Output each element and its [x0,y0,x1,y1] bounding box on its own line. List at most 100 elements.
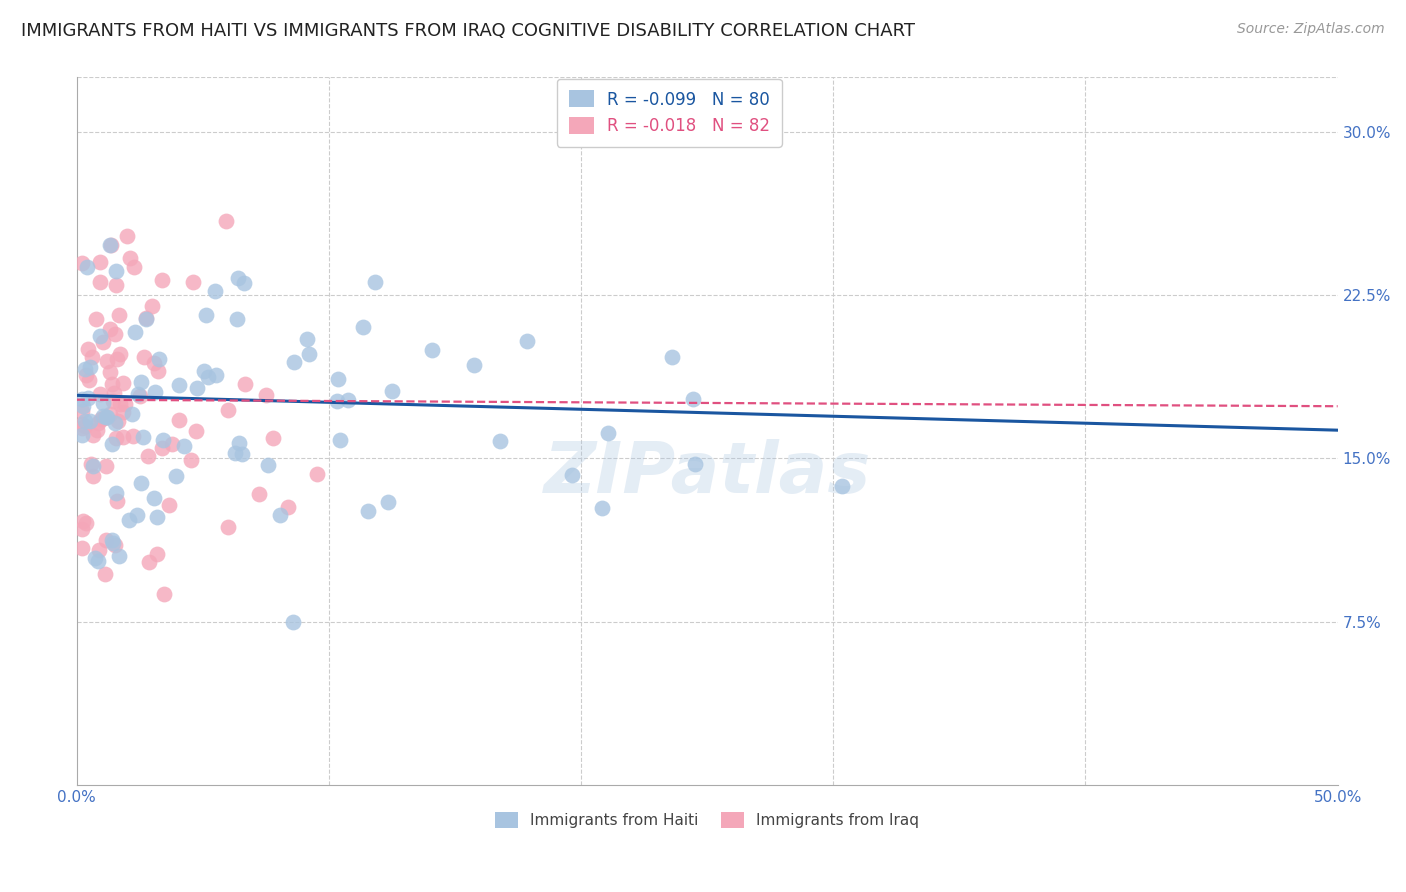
Point [112,376,135,390]
Point [228,435,250,450]
Point [96,409,118,424]
Point [131,430,153,444]
Point [352,320,374,334]
Point [75,516,97,530]
Point [77,342,100,356]
Point [197,369,219,384]
Point [233,377,256,392]
Point [357,503,380,517]
Point [72,514,94,528]
Point [104,264,127,278]
Point [420,343,443,357]
Point [93,396,115,410]
Text: ZIPatlas: ZIPatlas [543,439,870,508]
Point [100,238,122,252]
Point [105,431,128,445]
Point [193,364,215,378]
Point [329,434,352,448]
Point [152,433,174,447]
Point [83,551,105,566]
Point [136,449,159,463]
Point [70,417,93,432]
Point [70,522,93,536]
Point [79,360,101,375]
Point [98,238,121,252]
Point [103,326,125,341]
Point [232,277,254,291]
Point [104,485,127,500]
Point [831,478,853,492]
Point [226,271,249,285]
Point [254,388,277,402]
Point [82,469,104,483]
Point [226,312,249,326]
Point [80,457,103,471]
Point [195,308,218,322]
Legend: Immigrants from Haiti, Immigrants from Iraq: Immigrants from Haiti, Immigrants from I… [489,805,925,834]
Point [160,436,183,450]
Point [224,446,246,460]
Point [167,412,190,426]
Point [180,453,202,467]
Point [82,428,104,442]
Point [104,417,127,431]
Point [98,365,121,379]
Point [127,508,149,523]
Point [94,533,117,547]
Point [124,260,146,275]
Point [167,377,190,392]
Point [94,566,117,581]
Point [165,468,187,483]
Point [283,615,305,630]
Point [80,350,103,364]
Text: Source: ZipAtlas.com: Source: ZipAtlas.com [1237,22,1385,37]
Point [115,229,138,244]
Point [184,424,207,438]
Point [516,334,538,348]
Point [173,439,195,453]
Point [295,333,318,347]
Point [129,389,152,403]
Point [120,251,142,265]
Point [90,412,112,426]
Point [75,368,97,383]
Point [87,543,110,558]
Point [143,385,166,400]
Point [87,554,110,568]
Point [146,364,169,378]
Point [73,414,96,428]
Point [70,427,93,442]
Point [186,381,208,395]
Point [114,396,136,410]
Point [129,375,152,389]
Point [127,386,149,401]
Point [337,392,360,407]
Point [87,416,110,430]
Point [145,547,167,561]
Point [98,322,121,336]
Point [463,358,485,372]
Point [181,275,204,289]
Point [76,260,98,274]
Point [108,308,131,322]
Point [121,407,143,421]
Point [73,362,96,376]
Point [591,501,613,516]
Point [257,458,280,472]
Point [683,457,706,471]
Point [377,495,399,509]
Point [91,335,114,350]
Point [107,549,129,563]
Point [138,555,160,569]
Point [94,458,117,473]
Point [98,407,121,421]
Point [215,213,238,227]
Point [70,404,93,418]
Point [307,467,329,482]
Point [70,256,93,270]
Point [143,356,166,370]
Text: IMMIGRANTS FROM HAITI VS IMMIGRANTS FROM IRAQ COGNITIVE DISABILITY CORRELATION C: IMMIGRANTS FROM HAITI VS IMMIGRANTS FROM… [21,22,915,40]
Point [96,354,118,368]
Point [104,538,127,552]
Point [77,374,100,388]
